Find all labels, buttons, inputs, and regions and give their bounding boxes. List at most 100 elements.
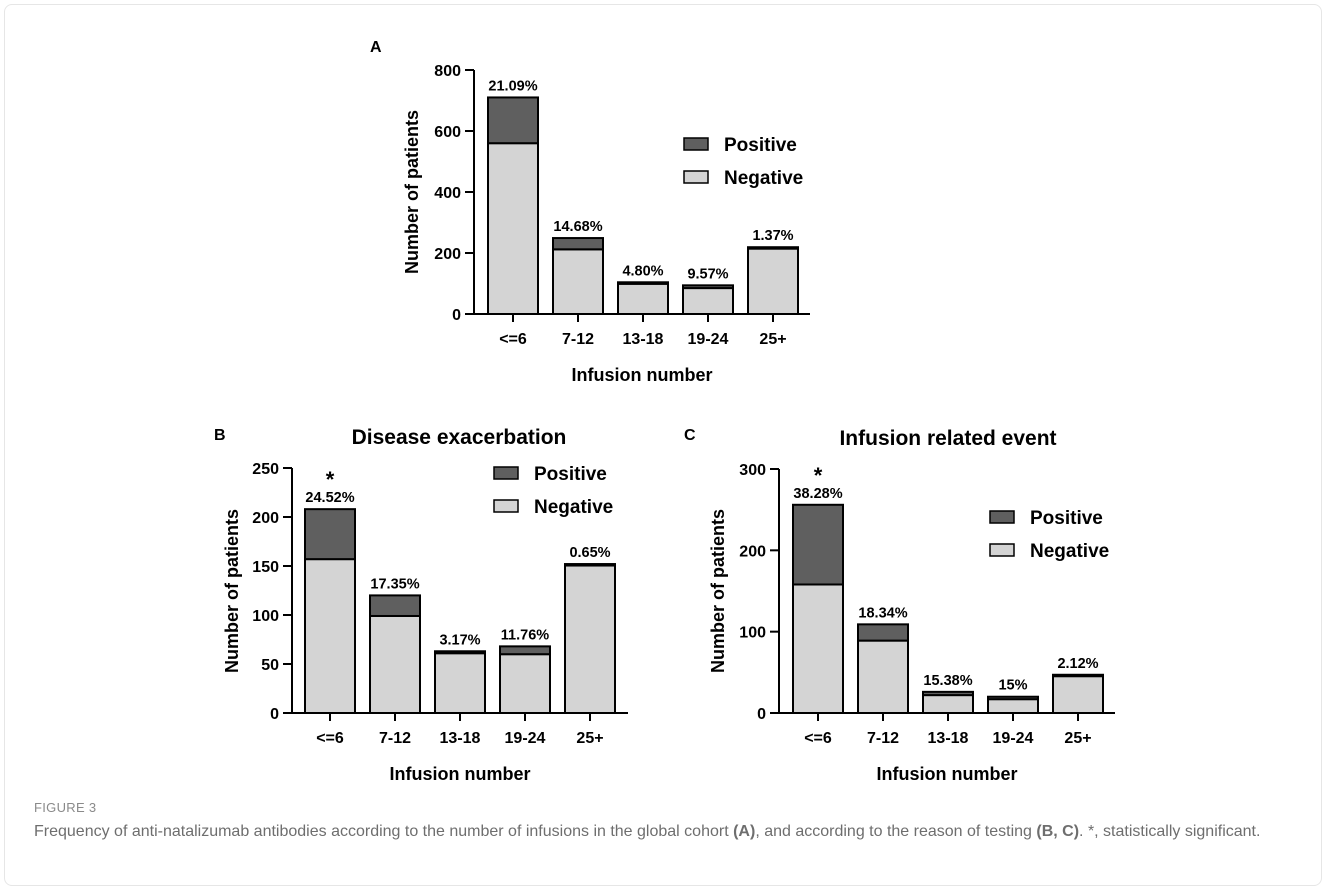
x-tick-label: 13-18	[440, 730, 481, 747]
y-tick-label: 250	[252, 461, 279, 478]
y-tick-label: 800	[434, 63, 461, 80]
x-tick-label: 19-24	[505, 730, 546, 747]
data-label: 17.35%	[370, 576, 419, 592]
legend-label-negative: Negative	[724, 168, 803, 189]
caption-part: , and according to the reason of testing	[755, 823, 1037, 840]
bar-positive	[747, 246, 799, 250]
y-tick-label: 0	[452, 307, 461, 324]
y-axis-label: Number of patients	[708, 509, 728, 673]
x-axis-label: Infusion number	[877, 764, 1018, 784]
y-tick-label: 0	[757, 706, 766, 723]
x-tick-label: 19-24	[993, 730, 1034, 747]
caption-part: (A)	[733, 823, 756, 840]
x-tick-label: <=6	[804, 730, 832, 747]
y-tick-label: 0	[270, 706, 279, 723]
data-label: 0.65%	[569, 545, 610, 561]
bar-negative	[1052, 674, 1104, 715]
bar-negative	[434, 652, 486, 714]
legend-swatch-positive	[493, 466, 519, 480]
bar-negative	[617, 282, 669, 315]
bar-negative	[922, 694, 974, 715]
caption-part: Frequency of anti-natalizumab antibodies…	[34, 823, 734, 840]
chart-panel-a: A 0 200 400 600 800 Number of patients Infusion…	[370, 39, 810, 385]
x-tick-label: <=6	[499, 331, 527, 348]
bar-positive	[434, 650, 486, 655]
legend-swatch-positive	[683, 137, 709, 151]
bar-positive	[857, 623, 909, 642]
bar-negative	[857, 639, 909, 715]
data-label: 3.17%	[439, 632, 480, 648]
data-label: 15.38%	[923, 673, 972, 689]
significance-marker: *	[326, 467, 335, 492]
chart-title: Infusion related event	[839, 427, 1056, 450]
bar-positive	[617, 281, 669, 285]
data-label: 18.34%	[858, 605, 907, 621]
bar-positive	[369, 594, 421, 617]
data-label: 14.68%	[553, 219, 602, 235]
chart-panel-c: C Infusion related event 0 100 200 300 Number …	[684, 427, 1115, 784]
bar-negative	[487, 142, 539, 315]
y-tick-label: 50	[261, 657, 279, 674]
panel-letter: B	[214, 427, 226, 444]
chart-panel-b: B Disease exacerbation 0 50 100 150 200 250 Numb…	[214, 426, 628, 784]
x-tick-label: 25+	[1064, 730, 1091, 747]
y-tick-label: 100	[252, 608, 279, 625]
bar-negative	[747, 247, 799, 315]
bar-positive	[552, 237, 604, 251]
x-tick-label: 7-12	[379, 730, 411, 747]
bar-positive	[304, 508, 356, 561]
legend-swatch-positive	[989, 510, 1015, 524]
significance-marker: *	[814, 463, 823, 488]
x-tick-label: 7-12	[562, 331, 594, 348]
x-tick-label: 13-18	[928, 730, 969, 747]
data-label: 1.37%	[752, 228, 793, 244]
legend-label-negative: Negative	[1030, 541, 1109, 562]
y-tick-label: 100	[739, 625, 766, 642]
panel-letter: A	[370, 39, 382, 56]
x-tick-label: <=6	[316, 730, 344, 747]
legend-label-positive: Positive	[534, 464, 607, 485]
bar-positive	[792, 503, 844, 586]
legend-label-negative: Negative	[534, 497, 613, 518]
bar-positive	[487, 96, 539, 145]
bar-negative	[987, 698, 1039, 715]
figure-frame	[4, 4, 1322, 886]
figure-label: FIGURE 3	[34, 800, 97, 815]
y-axis-label: Number of patients	[402, 110, 422, 274]
legend-swatch-negative	[683, 170, 709, 184]
data-label: 2.12%	[1057, 656, 1098, 672]
bar-positive	[922, 690, 974, 697]
x-tick-label: 7-12	[867, 730, 899, 747]
y-tick-label: 400	[434, 185, 461, 202]
data-label: 9.57%	[687, 266, 728, 282]
x-tick-label: 19-24	[688, 331, 729, 348]
bar-positive	[682, 284, 734, 290]
caption-part: . *, statistically significant.	[1079, 823, 1261, 840]
figure-caption: Frequency of anti-natalizumab antibodies…	[34, 821, 1294, 843]
bar-positive	[499, 645, 551, 656]
y-axis-label: Number of patients	[222, 509, 242, 673]
y-tick-label: 150	[252, 559, 279, 576]
y-tick-label: 600	[434, 124, 461, 141]
legend-label-positive: Positive	[724, 135, 797, 156]
data-label: 24.52%	[305, 490, 354, 506]
bar-negative	[564, 564, 616, 715]
x-tick-label: 13-18	[623, 331, 664, 348]
bar-negative	[304, 558, 356, 715]
x-axis-label: Infusion number	[390, 764, 531, 784]
panel-letter: C	[684, 427, 696, 444]
x-tick-label: 25+	[759, 331, 786, 348]
y-tick-label: 300	[739, 462, 766, 479]
chart-title: Disease exacerbation	[352, 426, 567, 449]
legend-swatch-negative	[989, 543, 1015, 557]
bar-positive	[987, 695, 1039, 701]
bar-negative	[499, 653, 551, 715]
bar-negative	[369, 614, 421, 714]
data-label: 15%	[998, 678, 1027, 694]
bar-negative	[682, 287, 734, 316]
y-tick-label: 200	[252, 510, 279, 527]
data-label: 4.80%	[622, 263, 663, 279]
data-label: 11.76%	[501, 627, 549, 643]
bar-negative	[552, 248, 604, 315]
bar-negative	[792, 583, 844, 715]
